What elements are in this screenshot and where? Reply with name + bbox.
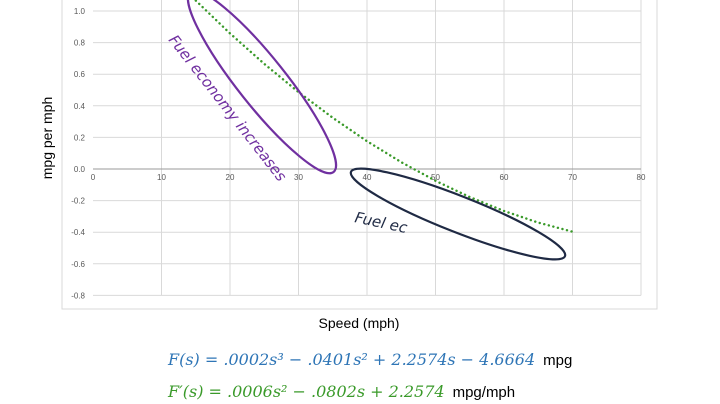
y-tick-label: -0.4 — [71, 228, 85, 237]
chart: 0 10 20 30 40 50 60 70 80 1.0 0.8 0.6 0.4 0.2 0.0 -0.2 -… — [39, 0, 658, 331]
x-tick-label: 50 — [431, 173, 440, 182]
x-tick-label: 70 — [568, 173, 577, 182]
x-tick-label: 80 — [637, 173, 646, 182]
f-formula-text: F(s) = .0002s³ − .0401s² + 2.2574s − 4.6… — [168, 350, 536, 369]
x-tick-label: 30 — [294, 173, 303, 182]
y-tick-label: 0.4 — [74, 102, 86, 111]
x-tick-label: 20 — [226, 173, 235, 182]
x-axis-title: Speed (mph) — [319, 315, 400, 331]
y-tick-label: 0.0 — [74, 165, 86, 174]
y-tick-label: 0.2 — [74, 133, 86, 142]
y-tick-label: 0.6 — [74, 70, 86, 79]
f-formula-unit: mpg — [543, 352, 573, 369]
tick-labels: 0 10 20 30 40 50 60 70 80 1.0 0.8 0.6 0.4 0.2 0.0 -0.2 -… — [71, 7, 646, 300]
y-tick-label: 0.8 — [74, 39, 86, 48]
series-line — [194, 0, 574, 233]
decrease-annotation: Fuel ec — [353, 208, 409, 237]
y-axis-title: mpg per mph — [39, 97, 55, 179]
series-layer — [194, 0, 574, 233]
decrease-ellipse — [349, 167, 567, 261]
fp-formula: F′(s) = .0006s² − .0802s + 2.2574 mpg/mph — [168, 382, 515, 401]
fp-formula-text: F′(s) = .0006s² − .0802s + 2.2574 — [168, 382, 445, 401]
y-tick-label: -0.6 — [71, 260, 85, 269]
y-tick-label: -0.8 — [71, 291, 85, 300]
x-tick-label: 40 — [363, 173, 372, 182]
y-tick-label: -0.2 — [71, 197, 85, 206]
f-formula: F(s) = .0002s³ − .0401s² + 2.2574s − 4.6… — [168, 350, 572, 369]
plot-frame — [61, 0, 658, 310]
x-tick-label: 0 — [91, 173, 96, 182]
fp-formula-unit: mpg/mph — [452, 384, 516, 401]
x-tick-label: 10 — [157, 173, 166, 182]
y-tick-label: 1.0 — [74, 7, 86, 16]
increase-ellipse — [186, 0, 338, 175]
x-tick-label: 60 — [500, 173, 509, 182]
